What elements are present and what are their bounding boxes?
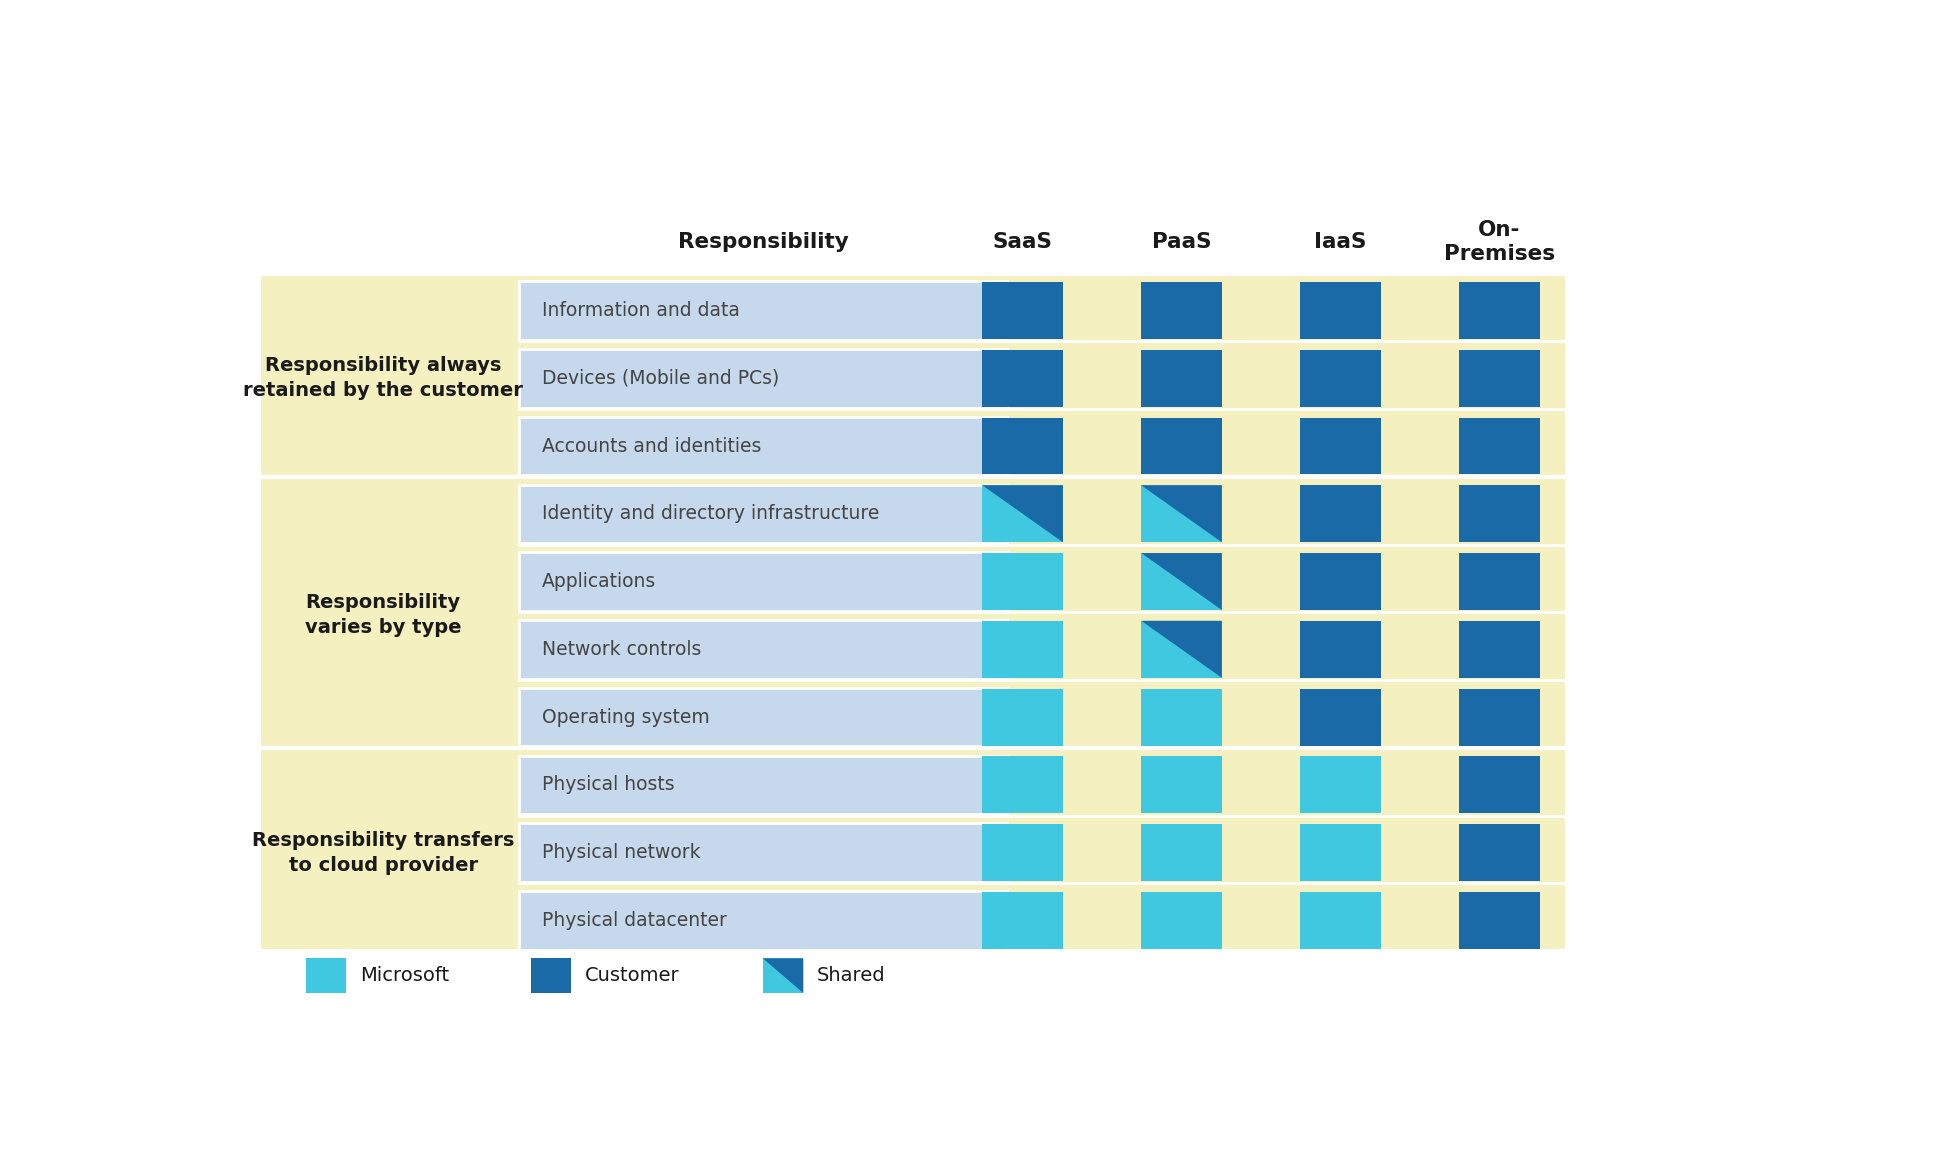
- Text: Customer: Customer: [585, 966, 679, 986]
- FancyBboxPatch shape: [519, 756, 1006, 814]
- FancyBboxPatch shape: [983, 417, 1063, 475]
- Text: Devices (Mobile and PCs): Devices (Mobile and PCs): [542, 369, 780, 388]
- FancyBboxPatch shape: [1141, 825, 1223, 881]
- Text: Information and data: Information and data: [542, 301, 739, 320]
- Text: Responsibility always
retained by the customer: Responsibility always retained by the cu…: [244, 356, 523, 400]
- FancyBboxPatch shape: [1459, 689, 1540, 745]
- FancyBboxPatch shape: [1141, 282, 1223, 339]
- FancyBboxPatch shape: [983, 757, 1063, 813]
- Text: PaaS: PaaS: [1152, 232, 1211, 252]
- FancyBboxPatch shape: [1141, 621, 1223, 677]
- FancyBboxPatch shape: [519, 552, 1006, 611]
- FancyBboxPatch shape: [1459, 553, 1540, 610]
- FancyBboxPatch shape: [983, 485, 1063, 543]
- Text: Physical hosts: Physical hosts: [542, 775, 675, 795]
- FancyBboxPatch shape: [1141, 417, 1223, 475]
- FancyBboxPatch shape: [983, 892, 1063, 949]
- Text: Responsibility transfers
to cloud provider: Responsibility transfers to cloud provid…: [252, 830, 515, 874]
- FancyBboxPatch shape: [519, 348, 1006, 407]
- Polygon shape: [1141, 485, 1223, 543]
- FancyBboxPatch shape: [1459, 350, 1540, 407]
- FancyBboxPatch shape: [983, 621, 1063, 677]
- FancyBboxPatch shape: [1459, 417, 1540, 475]
- FancyBboxPatch shape: [259, 748, 1566, 951]
- FancyBboxPatch shape: [1459, 825, 1540, 881]
- Polygon shape: [762, 958, 803, 994]
- Polygon shape: [1141, 553, 1223, 610]
- FancyBboxPatch shape: [1459, 892, 1540, 949]
- Text: On-
Premises: On- Premises: [1443, 220, 1554, 264]
- FancyBboxPatch shape: [1459, 757, 1540, 813]
- FancyBboxPatch shape: [519, 282, 1006, 339]
- FancyBboxPatch shape: [983, 689, 1063, 745]
- FancyBboxPatch shape: [519, 484, 1006, 543]
- Text: Accounts and identities: Accounts and identities: [542, 437, 762, 455]
- FancyBboxPatch shape: [306, 958, 345, 994]
- FancyBboxPatch shape: [1141, 757, 1223, 813]
- FancyBboxPatch shape: [259, 477, 1566, 748]
- Text: Physical network: Physical network: [542, 843, 700, 862]
- FancyBboxPatch shape: [762, 958, 803, 994]
- FancyBboxPatch shape: [1301, 350, 1381, 407]
- FancyBboxPatch shape: [519, 688, 1006, 746]
- FancyBboxPatch shape: [1301, 757, 1381, 813]
- Text: Microsoft: Microsoft: [361, 966, 448, 986]
- FancyBboxPatch shape: [1301, 553, 1381, 610]
- FancyBboxPatch shape: [983, 825, 1063, 881]
- Text: IaaS: IaaS: [1314, 232, 1367, 252]
- FancyBboxPatch shape: [1301, 282, 1381, 339]
- FancyBboxPatch shape: [259, 274, 1566, 477]
- FancyBboxPatch shape: [983, 350, 1063, 407]
- Text: Responsibility
varies by type: Responsibility varies by type: [304, 593, 462, 637]
- Text: Identity and directory infrastructure: Identity and directory infrastructure: [542, 504, 879, 523]
- Text: SaaS: SaaS: [993, 232, 1053, 252]
- Text: Network controls: Network controls: [542, 639, 702, 659]
- Text: Physical datacenter: Physical datacenter: [542, 911, 727, 930]
- FancyBboxPatch shape: [1141, 892, 1223, 949]
- FancyBboxPatch shape: [1459, 621, 1540, 677]
- FancyBboxPatch shape: [1459, 485, 1540, 543]
- FancyBboxPatch shape: [1141, 350, 1223, 407]
- FancyBboxPatch shape: [1301, 621, 1381, 677]
- FancyBboxPatch shape: [1141, 553, 1223, 610]
- FancyBboxPatch shape: [519, 416, 1006, 475]
- FancyBboxPatch shape: [983, 553, 1063, 610]
- Text: Applications: Applications: [542, 572, 657, 591]
- Polygon shape: [983, 485, 1063, 543]
- FancyBboxPatch shape: [519, 620, 1006, 678]
- FancyBboxPatch shape: [1301, 689, 1381, 745]
- FancyBboxPatch shape: [1301, 825, 1381, 881]
- Text: Operating system: Operating system: [542, 707, 710, 727]
- FancyBboxPatch shape: [1459, 282, 1540, 339]
- FancyBboxPatch shape: [1141, 689, 1223, 745]
- FancyBboxPatch shape: [519, 891, 1006, 950]
- FancyBboxPatch shape: [1301, 417, 1381, 475]
- FancyBboxPatch shape: [1301, 892, 1381, 949]
- FancyBboxPatch shape: [1301, 485, 1381, 543]
- FancyBboxPatch shape: [983, 282, 1063, 339]
- Polygon shape: [1141, 621, 1223, 677]
- Text: Responsibility: Responsibility: [679, 232, 848, 252]
- Text: Shared: Shared: [817, 966, 885, 986]
- FancyBboxPatch shape: [519, 823, 1006, 882]
- FancyBboxPatch shape: [530, 958, 571, 994]
- FancyBboxPatch shape: [1141, 485, 1223, 543]
